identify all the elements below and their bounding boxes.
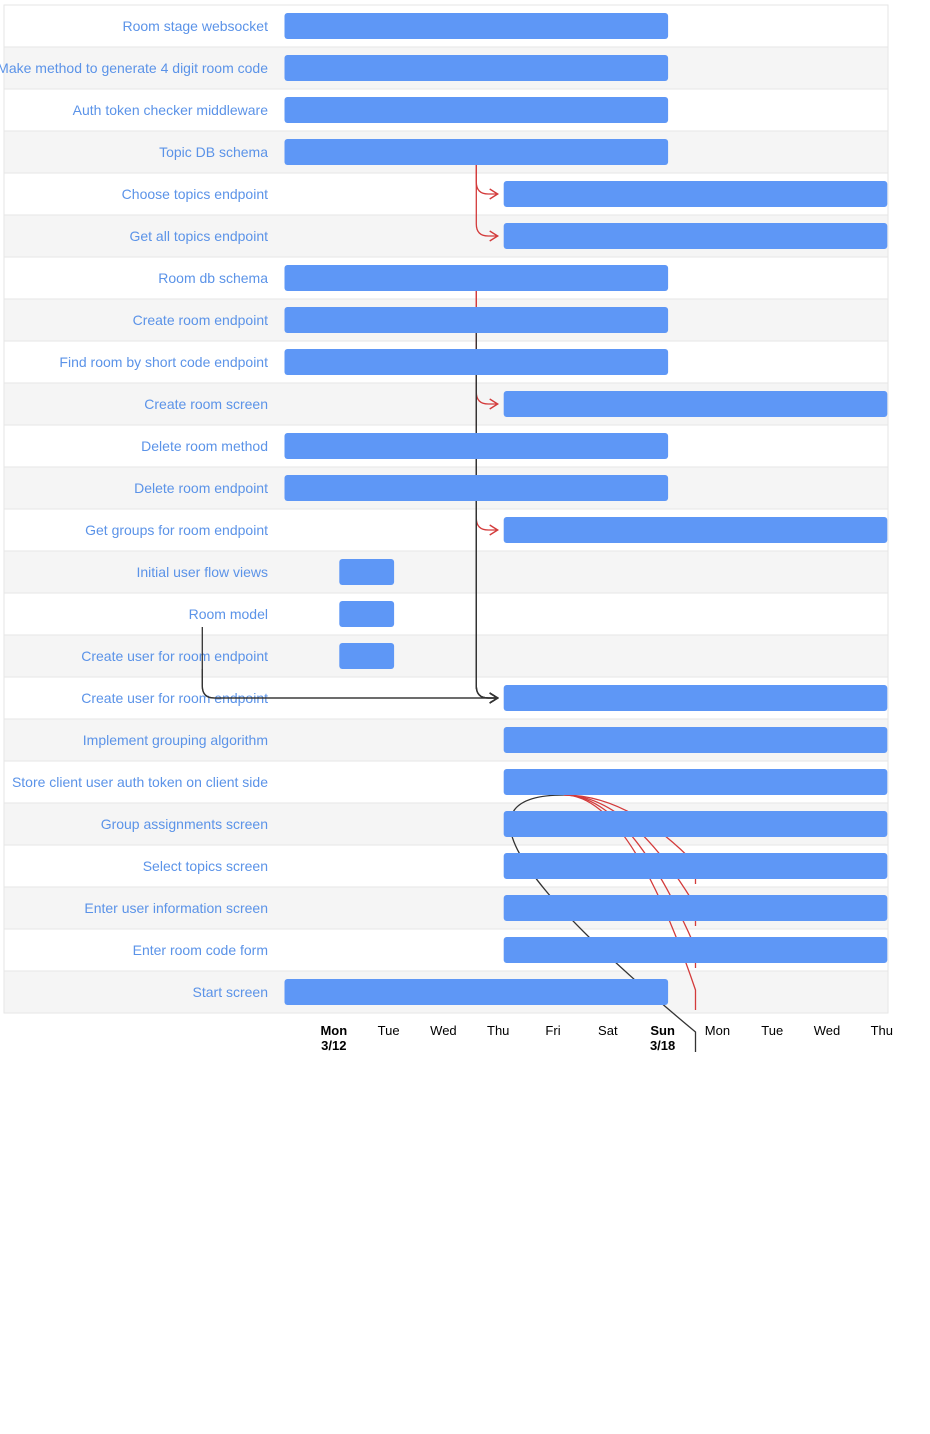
task-bar[interactable] [503, 853, 888, 879]
task-label: Start screen [193, 984, 268, 1000]
x-tick-label: Wed [430, 1023, 457, 1038]
x-tick-label: Sun [650, 1023, 675, 1038]
task-label: Make method to generate 4 digit room cod… [0, 60, 268, 76]
dependency-arrowhead [489, 692, 500, 704]
x-tick-label: Mon [320, 1023, 347, 1038]
task-label: Create user for room endpoint [81, 690, 268, 706]
task-bar[interactable] [503, 517, 888, 543]
task-bar[interactable] [503, 727, 888, 753]
task-bar[interactable] [284, 55, 669, 81]
dependency-line [475, 165, 498, 237]
task-label: Create room endpoint [133, 312, 269, 328]
task-label: Get groups for room endpoint [85, 522, 268, 538]
task-bar[interactable] [284, 349, 669, 375]
task-bar[interactable] [284, 307, 669, 333]
task-label: Auth token checker middleware [73, 102, 269, 118]
dependency-line [563, 794, 697, 968]
x-tick-date: 3/18 [650, 1038, 675, 1053]
dependency-arrowhead [489, 524, 500, 536]
task-bar[interactable] [284, 265, 669, 291]
task-row [3, 592, 889, 636]
task-label: Store client user auth token on client s… [12, 774, 268, 790]
dependency-arrowhead [489, 230, 500, 242]
task-label: Choose topics endpoint [122, 186, 268, 202]
task-labels: Room stage websocket Make method to gener… [0, 18, 268, 1000]
task-bar[interactable] [284, 979, 669, 1005]
task-bar[interactable] [284, 13, 669, 39]
task-label: Initial user flow views [137, 564, 269, 580]
x-tick-label: Mon [705, 1023, 730, 1038]
dependency-line [201, 669, 498, 699]
x-tick-label: Tue [378, 1023, 400, 1038]
task-bar[interactable] [503, 769, 888, 795]
task-bar[interactable] [503, 811, 888, 837]
task-label: Get all topics endpoint [129, 228, 268, 244]
task-label: Find room by short code endpoint [59, 354, 268, 370]
x-tick-label: Tue [761, 1023, 783, 1038]
x-tick-label: Sat [598, 1023, 618, 1038]
task-label: Room model [189, 606, 268, 622]
task-label: Create room screen [144, 396, 268, 412]
task-row [3, 298, 889, 342]
task-row [3, 634, 889, 678]
task-row [3, 550, 889, 594]
x-tick-label: Wed [814, 1023, 841, 1038]
x-tick-label: Thu [487, 1023, 509, 1038]
task-bar[interactable] [503, 391, 888, 417]
task-label: Select topics screen [143, 858, 268, 874]
task-label: Room db schema [158, 270, 268, 286]
task-bars [284, 13, 888, 1005]
task-label: Implement grouping algorithm [83, 732, 268, 748]
task-label: Topic DB schema [159, 144, 268, 160]
task-bar[interactable] [503, 685, 888, 711]
x-tick-label: Fri [545, 1023, 560, 1038]
task-label: Room stage websocket [122, 18, 268, 34]
task-bar[interactable] [284, 475, 669, 501]
task-bar[interactable] [503, 223, 888, 249]
task-bar[interactable] [503, 895, 888, 921]
x-tick-label: Thu [871, 1023, 893, 1038]
task-bar[interactable] [284, 139, 669, 165]
task-bar[interactable] [503, 181, 888, 207]
task-bar[interactable] [284, 97, 669, 123]
x-tick-date: 3/12 [321, 1038, 346, 1053]
task-label: Create user for room endpoint [81, 648, 268, 664]
dependency-arrowhead [489, 188, 500, 200]
task-label: Enter user information screen [84, 900, 268, 916]
task-bar[interactable] [284, 433, 669, 459]
task-label: Delete room method [141, 438, 268, 454]
dependency-line [475, 501, 498, 699]
task-label: Enter room code form [133, 942, 268, 958]
task-bar[interactable] [339, 643, 395, 669]
task-bar[interactable] [503, 937, 888, 963]
task-bar[interactable] [339, 559, 395, 585]
dependency-arrowhead [489, 398, 500, 410]
row-backgrounds [3, 4, 889, 1014]
task-bar[interactable] [339, 601, 395, 627]
task-label: Delete room endpoint [134, 480, 268, 496]
task-label: Group assignments screen [101, 816, 268, 832]
